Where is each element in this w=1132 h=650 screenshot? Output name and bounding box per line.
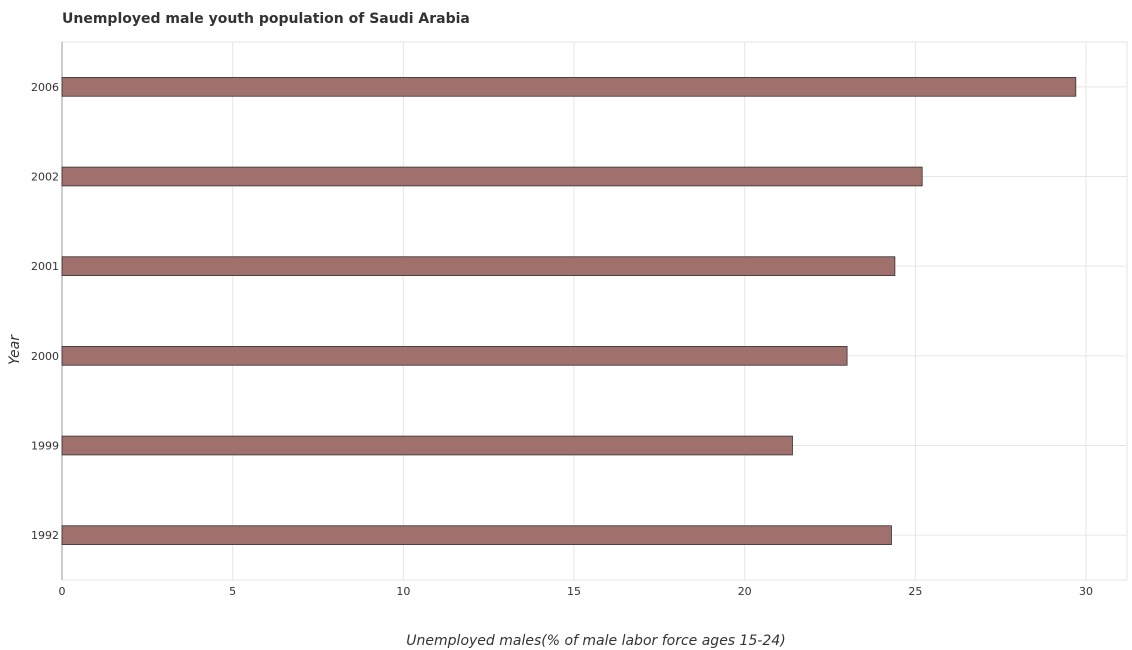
bar-2000: [61, 346, 848, 366]
y-tick-label: 2001: [31, 260, 59, 273]
bar-2002: [61, 166, 923, 187]
bars: [61, 77, 1077, 545]
bar-1999: [61, 435, 793, 456]
y-tick-label: 2006: [31, 81, 59, 94]
x-tick-label: 10: [396, 585, 410, 598]
y-tick-label: 1992: [31, 529, 59, 542]
x-axis-ticks: 0 5 10 15 20 25 30: [59, 585, 1094, 598]
y-axis-label: Year: [7, 334, 23, 365]
bar-2001: [61, 256, 896, 276]
x-tick-label: 25: [908, 585, 922, 598]
y-tick-label: 1999: [31, 440, 59, 453]
x-axis-label: Unemployed males(% of male labor force a…: [406, 633, 785, 649]
x-tick-label: 30: [1079, 585, 1093, 598]
x-tick-label: 5: [229, 585, 236, 598]
x-tick-label: 15: [567, 585, 581, 598]
chart-title: Unemployed male youth population of Saud…: [62, 11, 470, 27]
x-tick-label: 20: [738, 585, 752, 598]
y-axis-ticks: 1992 1999 2000 2001 2002 2006: [31, 81, 59, 542]
y-tick-label: 2002: [31, 171, 59, 184]
y-tick-label: 2000: [31, 350, 59, 363]
plot-frame: [61, 41, 1128, 581]
bar-2006: [61, 77, 1077, 97]
x-tick-label: 0: [59, 585, 66, 598]
bar-1992: [61, 525, 892, 545]
grid: [61, 41, 1128, 581]
